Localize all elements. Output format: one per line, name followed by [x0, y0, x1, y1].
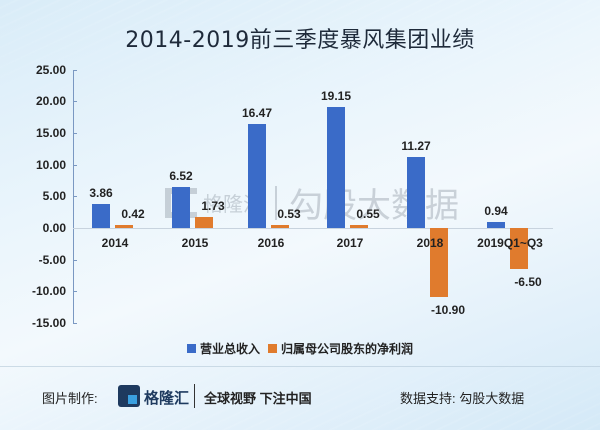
- y-tick-label: -15.00: [31, 315, 66, 330]
- value-label: 1.73: [201, 199, 225, 214]
- legend: 营业总收入 归属母公司股东的净利润: [0, 340, 600, 357]
- value-label: 0.94: [484, 204, 508, 219]
- bar-net-profit: [115, 225, 133, 228]
- x-category-label: 2015: [181, 236, 209, 250]
- zero-baseline: [73, 228, 553, 229]
- y-tick-mark: [73, 322, 77, 324]
- footer-credit-label: 图片制作:: [42, 391, 98, 406]
- gelonghui-logo-icon: [118, 385, 140, 407]
- chart-title: 2014-2019前三季度暴风集团业绩: [125, 28, 475, 53]
- y-tick-mark: [73, 69, 77, 71]
- bar-revenue: [487, 222, 505, 228]
- value-label: 0.53: [277, 206, 301, 221]
- y-tick-label: -10.00: [31, 284, 66, 299]
- value-label: 0.55: [356, 206, 380, 221]
- y-tick-mark: [73, 196, 77, 198]
- y-tick-label: 0.00: [42, 221, 66, 235]
- bar-revenue: [248, 123, 266, 228]
- y-tick-label: 10.00: [35, 157, 66, 172]
- bar-net-profit: [195, 217, 213, 228]
- bar-net-profit: [430, 228, 448, 297]
- y-tick-mark: [73, 291, 77, 293]
- value-label: 19.15: [320, 88, 352, 103]
- bar-chart: 格隆汇 勾股大数据 25.00 20.00 15.00 10.00 5.00 0.00 -5…: [31, 62, 553, 330]
- x-category-label: 2018: [416, 236, 444, 250]
- bar-net-profit: [350, 224, 368, 228]
- bar-net-profit: [271, 224, 289, 228]
- y-tick-label: 15.00: [35, 126, 66, 141]
- value-label: 0.42: [121, 207, 145, 222]
- bar-net-profit: [510, 228, 528, 270]
- value-label: 11.27: [401, 138, 431, 153]
- value-label: 6.52: [169, 168, 193, 183]
- y-tick-mark: [73, 101, 77, 103]
- value-label: -10.90: [430, 302, 466, 317]
- legend-swatch-revenue: [186, 344, 196, 353]
- y-tick-label: 5.00: [42, 189, 66, 204]
- y-tick-label: 25.00: [35, 62, 66, 77]
- value-label: 3.86: [89, 185, 113, 200]
- y-tick-mark: [73, 164, 77, 166]
- y-tick-label: 20.00: [35, 94, 66, 109]
- x-category-label: 2016: [257, 236, 285, 250]
- footer-slogan: 全球视野 下注中国: [204, 391, 312, 406]
- footer-brand: 格隆汇: [144, 390, 190, 407]
- legend-label-revenue: 营业总收入: [199, 342, 260, 356]
- x-category-label: 2014: [101, 236, 129, 250]
- y-tick-label: -5.00: [38, 252, 66, 267]
- bar-revenue: [407, 156, 425, 228]
- bar-revenue: [92, 203, 110, 228]
- legend-label-net-profit: 归属母公司股东的净利润: [281, 342, 414, 356]
- footer-data-source: 数据支持: 勾股大数据: [400, 391, 525, 406]
- legend-swatch-net-profit: [268, 344, 277, 353]
- x-category-label: 2017: [336, 236, 364, 250]
- legend-item-net-profit: 归属母公司股东的净利润: [268, 340, 413, 357]
- bar-revenue: [172, 186, 190, 228]
- y-tick-mark: [73, 259, 77, 261]
- footer: 图片制作: 格隆汇 全球视野 下注中国 数据支持: 勾股大数据: [0, 384, 600, 408]
- bar-revenue: [327, 106, 345, 228]
- value-label: 16.47: [241, 105, 273, 120]
- value-label: -6.50: [514, 275, 542, 290]
- footer-separator: [194, 384, 195, 408]
- x-category-label: 2019Q1~Q3: [477, 236, 543, 250]
- legend-item-revenue: 营业总收入: [186, 340, 260, 357]
- footer-divider: [0, 366, 600, 367]
- y-tick-mark: [73, 133, 77, 135]
